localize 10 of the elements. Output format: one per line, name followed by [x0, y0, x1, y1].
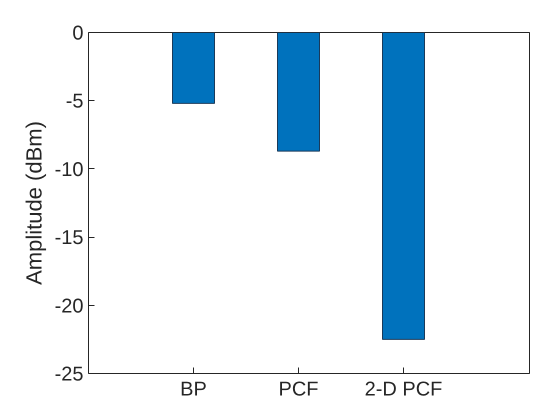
x-tick-label: 2-D PCF: [364, 378, 442, 400]
y-tick-label: -10: [54, 158, 84, 181]
y-tick-label: -15: [54, 227, 84, 250]
x-tick-label: PCF: [278, 378, 318, 400]
y-tick-label: 0: [72, 22, 84, 44]
y-tick-label: -5: [66, 90, 84, 113]
y-tick-label: -20: [54, 295, 84, 318]
x-tick-label: BP: [180, 378, 207, 400]
y-tick-label: -25: [54, 364, 84, 386]
y-axis-title: Amplitude (dBm): [22, 121, 47, 285]
